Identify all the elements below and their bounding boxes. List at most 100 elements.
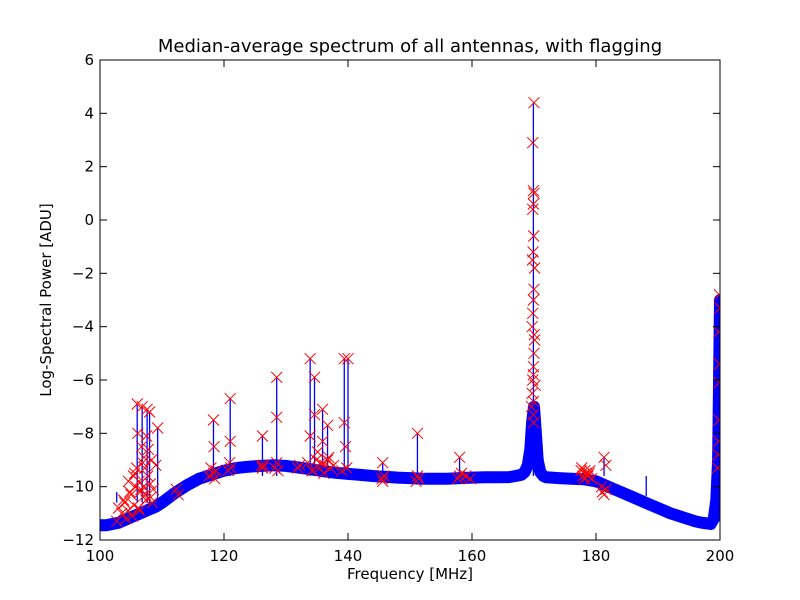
- flag-marker: [528, 96, 540, 109]
- flag-marker: [112, 502, 125, 514]
- flag-marker: [308, 371, 321, 384]
- y-axis-label: Log-Spectral Power [ADU]: [37, 203, 55, 397]
- x-tick-label: 100: [86, 547, 115, 565]
- flag-marker: [142, 443, 155, 456]
- flag-marker: [327, 459, 340, 472]
- flag-marker: [126, 510, 139, 522]
- flag-marker: [340, 462, 353, 474]
- flag-marker: [306, 464, 318, 477]
- flag-marker: [528, 334, 541, 346]
- flag-marker: [293, 459, 306, 472]
- flag-marker: [133, 504, 146, 517]
- flag-marker: [304, 352, 317, 365]
- flag-marker: [713, 414, 720, 426]
- flag-marker: [125, 488, 137, 501]
- flag-marker: [208, 440, 220, 453]
- flag-marker: [316, 403, 329, 416]
- flag-marker: [224, 435, 237, 448]
- y-tick-label: −2: [72, 264, 94, 282]
- flag-marker: [135, 483, 147, 496]
- flag-marker: [598, 488, 610, 501]
- flag-marker: [256, 462, 269, 474]
- flag-marker: [342, 352, 354, 365]
- flag-marker: [144, 478, 157, 490]
- flag-marker: [411, 470, 424, 482]
- flag-marker: [526, 307, 539, 320]
- flag-marker: [140, 430, 153, 442]
- flag-marker: [139, 488, 152, 501]
- flag-marker: [711, 462, 720, 474]
- x-axis-label: Frequency [MHz]: [347, 565, 473, 583]
- flag-marker: [122, 504, 134, 517]
- flag-marker: [527, 230, 540, 242]
- flag-marker: [224, 392, 237, 405]
- flag-marker: [338, 352, 351, 365]
- flag-marker: [712, 435, 720, 448]
- flag-marker: [127, 470, 140, 482]
- flag-marker: [600, 459, 612, 472]
- flag-marker: [123, 486, 136, 498]
- flag-marker: [376, 472, 388, 485]
- flag-marker: [464, 472, 476, 485]
- flag-marker: [338, 416, 351, 429]
- flag-marker: [712, 448, 720, 461]
- flag-marker: [528, 187, 540, 200]
- flag-marker: [596, 486, 609, 498]
- y-tick-label: 4: [84, 104, 94, 122]
- flag-marker: [339, 440, 352, 453]
- y-tick-label: 2: [84, 158, 94, 176]
- flag-marker: [453, 470, 466, 482]
- flag-marker: [526, 136, 539, 149]
- flag-marker: [528, 262, 541, 274]
- y-tick-label: −12: [62, 531, 94, 549]
- chart-title: Median-average spectrum of all antennas,…: [158, 36, 662, 57]
- flag-marker: [527, 368, 540, 381]
- flag-marker: [143, 406, 156, 418]
- flag-marker: [376, 475, 389, 488]
- flag-marker: [451, 472, 464, 485]
- x-tick-label: 120: [210, 547, 239, 565]
- flag-marker: [149, 459, 162, 472]
- flag-marker: [210, 464, 222, 477]
- y-tick-label: −6: [72, 371, 94, 389]
- flag-marker: [411, 427, 424, 440]
- flag-marker: [712, 326, 720, 338]
- flag-marker: [714, 302, 720, 314]
- flag-marker: [321, 454, 334, 466]
- flag-marker: [145, 454, 158, 466]
- flag-marker: [527, 246, 539, 258]
- flag-marker: [598, 451, 610, 464]
- flag-marker: [144, 491, 157, 504]
- flag-marker: [528, 328, 541, 341]
- x-tick-label: 160: [458, 547, 487, 565]
- flag-marker: [270, 411, 283, 424]
- y-tick-label: 6: [84, 51, 94, 69]
- flag-marker: [378, 470, 390, 482]
- x-tick-label: 180: [582, 547, 611, 565]
- x-tick-label: 140: [334, 547, 363, 565]
- flag-marker: [136, 456, 149, 469]
- flag-marker: [322, 451, 335, 464]
- flag-marker: [207, 414, 220, 426]
- flag-marker: [527, 294, 540, 306]
- y-tick-label: −8: [72, 424, 94, 442]
- flag-marker: [224, 462, 237, 474]
- flag-marker: [527, 416, 540, 429]
- flag-marker: [583, 467, 596, 480]
- flag-marker: [526, 203, 539, 216]
- flag-marker: [117, 494, 130, 506]
- flag-marker: [120, 512, 132, 525]
- flag-marker: [146, 496, 158, 509]
- flag-marker: [453, 451, 466, 464]
- flag-marker: [528, 347, 540, 360]
- flag-marker: [270, 371, 283, 384]
- flag-marker: [130, 462, 143, 474]
- flag-marker: [529, 379, 542, 392]
- flag-marker: [291, 462, 304, 474]
- flag-marker: [713, 376, 720, 389]
- flag-marker: [272, 464, 284, 477]
- y-tick-label: −10: [62, 478, 94, 496]
- flag-marker: [138, 451, 150, 464]
- flag-marker: [527, 184, 540, 197]
